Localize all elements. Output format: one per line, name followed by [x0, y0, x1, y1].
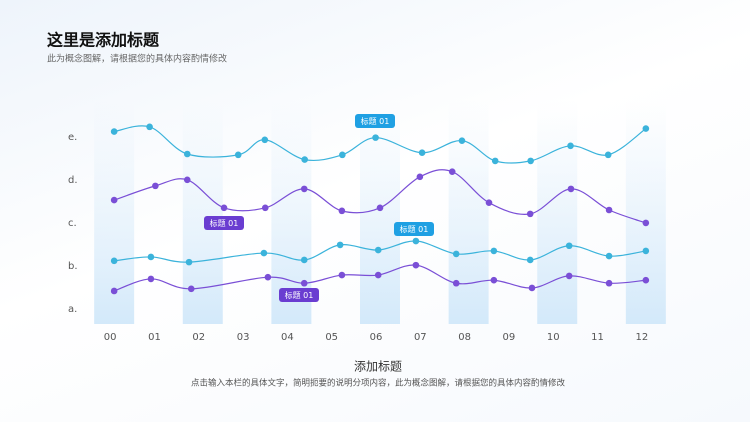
data-point [336, 241, 344, 249]
data-point [376, 204, 384, 212]
data-point [605, 252, 613, 260]
data-point [491, 157, 499, 165]
chart-caption: 点击输入本栏的具体文字，简明扼要的说明分项内容，此为概念图解，请根据您的具体内容… [191, 378, 566, 389]
data-point [527, 157, 534, 165]
data-point [261, 204, 269, 212]
data-point [152, 182, 159, 190]
y-tick-label: c. [68, 218, 77, 229]
data-point [452, 250, 460, 258]
y-tick-label: d. [68, 175, 78, 186]
x-tick-label: 08 [458, 332, 471, 343]
x-tick-label: 09 [503, 332, 516, 343]
data-point [418, 149, 426, 157]
data-point [452, 279, 460, 287]
x-tick-label: 12 [635, 332, 648, 343]
data-point [146, 123, 153, 131]
data-point [412, 237, 420, 245]
column-band [448, 100, 489, 324]
x-tick-label: 00 [104, 332, 117, 343]
data-point [110, 196, 118, 204]
callout-label: 标题 01 [400, 224, 429, 234]
data-point [372, 134, 379, 141]
data-point [234, 151, 242, 159]
data-point [528, 284, 536, 292]
data-point [458, 137, 466, 144]
data-point [147, 253, 155, 261]
column-band [94, 100, 135, 324]
data-point [110, 287, 118, 295]
data-point [526, 256, 534, 264]
data-point [416, 173, 424, 181]
data-point [300, 185, 308, 193]
data-point [642, 276, 650, 284]
data-point [565, 242, 573, 250]
data-point [567, 185, 575, 193]
x-tick-label: 07 [414, 332, 427, 343]
x-tick-label: 03 [237, 332, 250, 343]
data-point [260, 249, 268, 257]
column-band [625, 100, 666, 324]
data-point [264, 273, 272, 281]
y-tick-label: e. [68, 132, 77, 143]
data-point [642, 219, 650, 227]
data-point [565, 272, 573, 280]
column-band [537, 100, 578, 324]
callout [204, 216, 244, 230]
callout [355, 114, 395, 128]
data-point [110, 257, 118, 265]
y-tick-label: a. [68, 304, 77, 315]
x-tick-label: 11 [591, 332, 604, 343]
x-tick-label: 05 [325, 332, 338, 343]
data-point [448, 168, 456, 175]
data-point [490, 247, 498, 255]
data-point [604, 151, 612, 159]
data-point [183, 176, 191, 184]
data-point [412, 261, 420, 269]
x-tick-label: 01 [148, 332, 161, 343]
data-point [374, 271, 382, 279]
x-tick-label: 10 [547, 332, 560, 343]
series-line [114, 240, 646, 263]
callout-label: 标题 01 [361, 116, 390, 126]
data-point [183, 150, 191, 158]
x-tick-label: 02 [192, 332, 205, 343]
data-point [339, 151, 346, 159]
data-point [642, 247, 650, 255]
x-tick-label: 06 [370, 332, 383, 343]
data-point [300, 279, 308, 287]
callout-label: 标题 01 [210, 218, 239, 228]
slide-subtitle: 此为概念图解，请根据您的具体内容酌情修改 [47, 53, 227, 65]
data-point [300, 256, 308, 264]
data-point [338, 271, 346, 279]
data-point [338, 207, 346, 215]
data-point [526, 210, 534, 218]
x-tick-label: 04 [281, 332, 294, 343]
data-point [220, 204, 228, 212]
data-point [605, 206, 613, 214]
callout-label: 标题 01 [285, 290, 314, 300]
data-point [567, 142, 574, 150]
series-line [113, 264, 646, 292]
data-point [110, 128, 118, 135]
data-point [605, 279, 613, 287]
data-point [185, 258, 193, 266]
data-point [490, 276, 498, 284]
data-point [187, 285, 195, 293]
data-point [642, 125, 650, 132]
callout [394, 222, 434, 236]
column-band [271, 100, 312, 324]
data-point [147, 275, 155, 283]
data-point [261, 136, 269, 144]
chart-title: 添加标题 [354, 360, 402, 374]
callout [279, 288, 319, 302]
y-tick-label: b. [68, 261, 78, 272]
data-point [374, 246, 382, 254]
data-point [485, 199, 493, 206]
slide-title: 这里是添加标题 [47, 31, 160, 50]
data-point [301, 156, 308, 163]
